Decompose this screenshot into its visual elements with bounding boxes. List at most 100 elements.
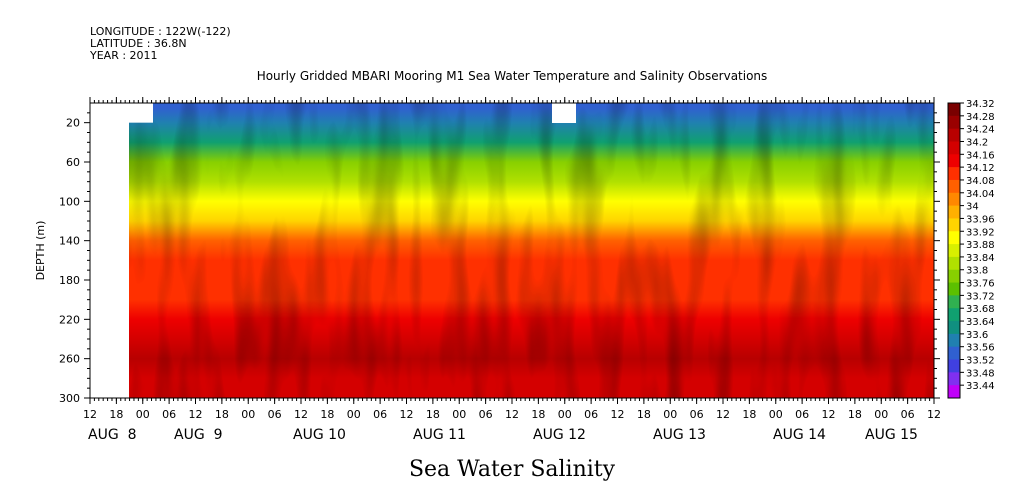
x-tick-label: 12	[716, 408, 730, 421]
y-tick-label: 140	[59, 235, 80, 248]
colorbar-swatch	[948, 308, 960, 322]
colorbar-swatch	[948, 295, 960, 309]
colorbar-swatch	[948, 282, 960, 296]
x-tick-label: 18	[742, 408, 756, 421]
y-tick-label: 100	[59, 195, 80, 208]
colorbar-label: 33.88	[966, 240, 995, 251]
colorbar-label: 34.24	[966, 125, 995, 136]
year-label: YEAR : 2011	[89, 49, 158, 62]
colorbar-label: 33.8	[966, 266, 988, 277]
colorbar-swatch	[948, 346, 960, 361]
colorbar-swatch	[948, 321, 960, 335]
x-tick-label: 06	[162, 408, 176, 421]
colorbar-swatch	[948, 128, 960, 142]
x-tick-label: 00	[769, 408, 783, 421]
missing-data-masks	[90, 103, 576, 398]
x-day-label: AUG 8	[88, 427, 136, 443]
colorbar-swatch	[948, 333, 960, 348]
colorbar-label: 34.12	[966, 163, 995, 174]
x-tick-label: 18	[637, 408, 651, 421]
colorbar-label: 33.64	[966, 317, 995, 328]
colorbar-swatch	[948, 231, 960, 245]
missing-data-mask	[90, 103, 129, 398]
colorbar-swatch	[948, 269, 960, 284]
colorbar-label: 34.32	[966, 99, 995, 110]
latitude-label: LATITUDE : 36.8N	[90, 37, 187, 50]
chart-title: Hourly Gridded MBARI Mooring M1 Sea Wate…	[257, 69, 768, 83]
colorbar-swatch	[948, 192, 960, 207]
x-axis-label: Sea Water Salinity	[409, 457, 616, 482]
x-tick-label: 06	[795, 408, 809, 421]
colorbar-swatch	[948, 115, 960, 130]
y-tick-label: 260	[59, 353, 80, 366]
colorbar-label: 33.72	[966, 291, 995, 302]
y-tick-label: 180	[59, 274, 80, 287]
x-day-label: AUG 11	[413, 427, 466, 443]
x-day-label: AUG 12	[533, 427, 586, 443]
x-tick-label: 00	[347, 408, 361, 421]
colorbar-label: 33.84	[966, 253, 995, 264]
x-axis: 12 18 00 06 12 18 00 06 12 18 00 06 12 18 00 06 12 18 00 06…	[83, 97, 941, 421]
x-tick-label: 06	[584, 408, 598, 421]
colorbar-label: 33.44	[966, 381, 995, 392]
x-tick-label: 12	[294, 408, 308, 421]
colorbar-label: 34.28	[966, 112, 995, 123]
x-tick-label: 18	[531, 408, 545, 421]
x-tick-label: 18	[426, 408, 440, 421]
colorbar-label: 34	[966, 202, 979, 213]
x-tick-label: 12	[611, 408, 625, 421]
x-tick-label: 18	[109, 408, 123, 421]
colorbar-swatch	[948, 385, 960, 399]
colorbar-swatch	[948, 218, 960, 232]
x-tick-label: 18	[320, 408, 334, 421]
y-axis: 20 60 100 140 180 220 260 300	[59, 112, 940, 405]
x-tick-label: 12	[505, 408, 519, 421]
colorbar-label: 33.52	[966, 356, 995, 367]
y-tick-label: 20	[66, 117, 80, 130]
colorbar-label: 34.04	[966, 189, 995, 200]
colorbar-label: 33.96	[966, 214, 995, 225]
y-tick-label: 60	[66, 156, 80, 169]
colorbar-label: 34.16	[966, 150, 995, 161]
colorbar-frame	[947, 102, 961, 399]
x-tick-label: 06	[690, 408, 704, 421]
x-tick-label: 00	[136, 408, 150, 421]
colorbar-swatch	[948, 244, 960, 258]
colorbar-swatch	[948, 359, 960, 373]
x-tick-label: 00	[874, 408, 888, 421]
y-tick-label: 220	[59, 313, 80, 326]
missing-data-mask	[90, 103, 153, 123]
longitude-label: LONGITUDE : 122W(-122)	[90, 25, 231, 38]
plot-area	[89, 102, 935, 399]
x-tick-label: 06	[479, 408, 493, 421]
x-tick-label: 12	[83, 408, 97, 421]
missing-data-mask	[552, 103, 576, 123]
colorbar-label: 34.08	[966, 176, 995, 187]
colorbar-label: 33.68	[966, 304, 995, 315]
x-day-label: AUG 13	[653, 427, 706, 443]
x-tick-label: 06	[901, 408, 915, 421]
x-tick-label: 12	[400, 408, 414, 421]
y-tick-label: 300	[59, 392, 80, 405]
x-tick-label: 12	[927, 408, 941, 421]
x-axis-day-labels: AUG 8 AUG 9 AUG 10 AUG 11 AUG 12 AUG 13 AUG 14…	[88, 427, 918, 443]
x-day-label: AUG 14	[773, 427, 826, 443]
colorbar-label: 33.56	[966, 343, 995, 354]
x-tick-label: 18	[848, 408, 862, 421]
colorbar-label: 33.6	[966, 330, 988, 341]
y-axis-label: DEPTH (m)	[34, 221, 47, 281]
x-tick-label: 00	[558, 408, 572, 421]
x-tick-label: 12	[189, 408, 203, 421]
colorbar-swatch	[948, 154, 960, 168]
x-tick-label: 06	[373, 408, 387, 421]
colorbar-swatch	[948, 141, 960, 155]
x-tick-label: 00	[241, 408, 255, 421]
colorbar-swatch	[948, 167, 960, 181]
x-tick-label: 00	[663, 408, 677, 421]
x-day-label: AUG 9	[174, 427, 222, 443]
colorbar-swatch	[948, 372, 960, 386]
salinity-warm-texture	[129, 103, 934, 398]
colorbar-swatch	[948, 205, 960, 219]
x-tick-label: 06	[268, 408, 282, 421]
